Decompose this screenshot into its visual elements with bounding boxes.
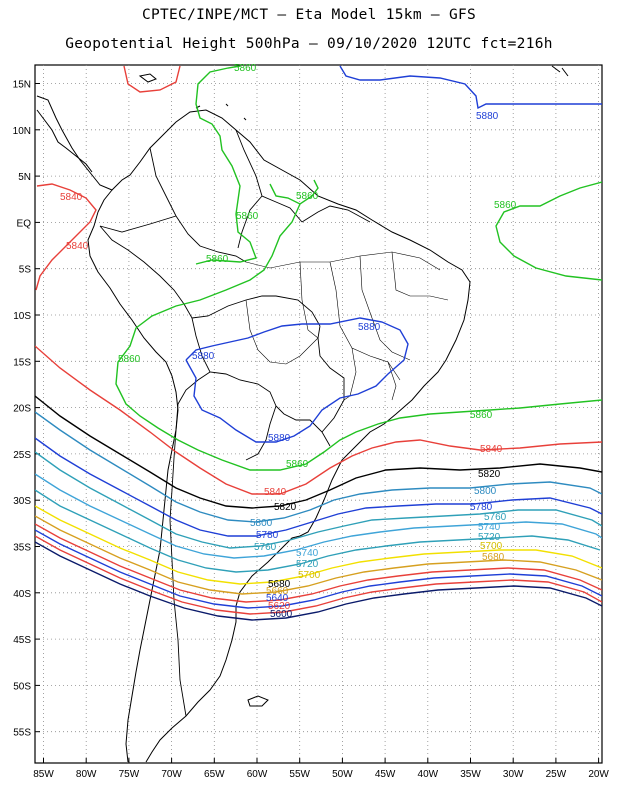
lon-tick-label: 25W: [546, 769, 567, 780]
latitude-axis: 15N 10N 5N EQ 5S 10S 15S 20S 25S 30S 35S 40S 45S 50S 5…: [13, 80, 40, 739]
lat-tick-label: 40S: [13, 589, 31, 600]
label-5880: 5880: [476, 111, 499, 122]
label-5860: 5860: [118, 354, 141, 365]
label-5740: 5740: [478, 522, 501, 533]
lat-tick-label: 5N: [18, 172, 31, 183]
label-5760: 5760: [484, 512, 507, 523]
lat-tick-label: 30S: [13, 496, 31, 507]
central-america-coastline: [36, 109, 93, 173]
lat-tick-label: 10N: [13, 126, 31, 137]
contour-5720: [35, 489, 601, 573]
lon-tick-label: 70W: [161, 769, 182, 780]
label-5740: 5740: [296, 548, 319, 559]
lon-tick-label: 75W: [119, 769, 140, 780]
label-5880: 5880: [268, 433, 291, 444]
lon-tick-label: 60W: [247, 769, 268, 780]
lat-tick-label: 25S: [13, 450, 31, 461]
contour-5840-peak: [123, 65, 181, 93]
lon-tick-label: 50W: [332, 769, 353, 780]
label-5860: 5860: [470, 410, 493, 421]
lat-tick-label: 50S: [13, 681, 31, 692]
label-5680: 5680: [482, 552, 505, 563]
state-borders: [245, 251, 449, 401]
contour-5760: [35, 451, 602, 549]
contour-5600: [35, 541, 602, 621]
label-5640: 5640: [266, 593, 289, 604]
lat-tick-label: 35S: [13, 543, 31, 554]
label-5600: 5600: [270, 609, 293, 620]
lon-tick-label: 80W: [76, 769, 97, 780]
label-5700: 5700: [480, 541, 503, 552]
map-subtitle: Geopotential Height 500hPa – 09/10/2020 …: [65, 36, 553, 52]
country-borders: [99, 129, 371, 717]
label-5860: 5860: [236, 211, 259, 222]
label-5800: 5800: [250, 518, 273, 529]
lon-tick-label: 20W: [588, 769, 609, 780]
contour-5860-atlantic: [495, 181, 602, 281]
label-5880: 5880: [192, 351, 215, 362]
longitude-axis: 85W 80W 75W 70W 65W 60W 55W 50W 45W 40W 35W 30W 25W 2…: [33, 758, 609, 780]
contour-lines: [35, 65, 602, 621]
contour-5800: [35, 411, 602, 523]
label-5800: 5800: [474, 486, 497, 497]
contour-5680: [35, 515, 602, 595]
falkland-islands: [247, 695, 269, 707]
contour-5780: [35, 437, 602, 537]
lon-tick-label: 40W: [418, 769, 439, 780]
contour-5840-west: [35, 183, 97, 291]
contour-5880-top: [339, 65, 602, 110]
contour-5860-amazon: [115, 179, 602, 471]
contour-5620: [35, 535, 602, 615]
lon-tick-label: 45W: [375, 769, 396, 780]
label-5660: 5660: [266, 586, 289, 597]
lon-tick-label: 35W: [460, 769, 481, 780]
contour-5820: [35, 395, 602, 509]
contour-5640: [35, 529, 602, 609]
label-5880: 5880: [358, 322, 381, 333]
label-5820: 5820: [274, 502, 297, 513]
contour-5840-main: [35, 345, 602, 495]
lon-tick-label: 30W: [503, 769, 524, 780]
contour-5860-north: [195, 65, 257, 265]
label-5840: 5840: [480, 444, 503, 455]
label-5840: 5840: [60, 192, 83, 203]
label-5680: 5680: [268, 579, 291, 590]
contour-5740: [35, 473, 602, 559]
lat-tick-label: 5S: [19, 265, 32, 276]
contour-5880-central: [185, 317, 409, 443]
label-5860: 5860: [286, 459, 309, 470]
label-5780: 5780: [470, 502, 493, 513]
lon-tick-label: 85W: [33, 769, 54, 780]
contour-5700: [35, 505, 602, 585]
label-5620: 5620: [268, 601, 291, 612]
label-5840: 5840: [264, 487, 287, 498]
label-5780: 5780: [256, 530, 279, 541]
map-title: CPTEC/INPE/MCT – Eta Model 15km – GFS: [141, 7, 477, 23]
label-5860: 5860: [234, 63, 257, 74]
lat-tick-label: 15N: [13, 80, 31, 91]
contour-labels: 5880 5880 5880 5880 5860 5860 5860 5860 …: [60, 63, 517, 620]
lat-tick-label: 45S: [13, 635, 31, 646]
caribbean-islands: [138, 65, 569, 121]
label-5700: 5700: [298, 570, 321, 581]
lat-tick-label: 10S: [13, 311, 31, 322]
label-5860: 5860: [296, 191, 319, 202]
lon-tick-label: 65W: [204, 769, 225, 780]
lat-tick-label: EQ: [17, 218, 32, 229]
lat-tick-label: 20S: [13, 404, 31, 415]
label-5840: 5840: [66, 241, 89, 252]
label-5720: 5720: [478, 532, 501, 543]
label-5760: 5760: [254, 542, 277, 553]
label-5820: 5820: [478, 469, 501, 480]
label-5860: 5860: [494, 200, 517, 211]
label-5860: 5860: [206, 254, 229, 265]
lon-tick-label: 55W: [289, 769, 310, 780]
lat-tick-label: 15S: [13, 357, 31, 368]
label-5720: 5720: [296, 559, 319, 570]
lat-tick-label: 55S: [13, 728, 31, 739]
contour-5660: [35, 523, 602, 603]
